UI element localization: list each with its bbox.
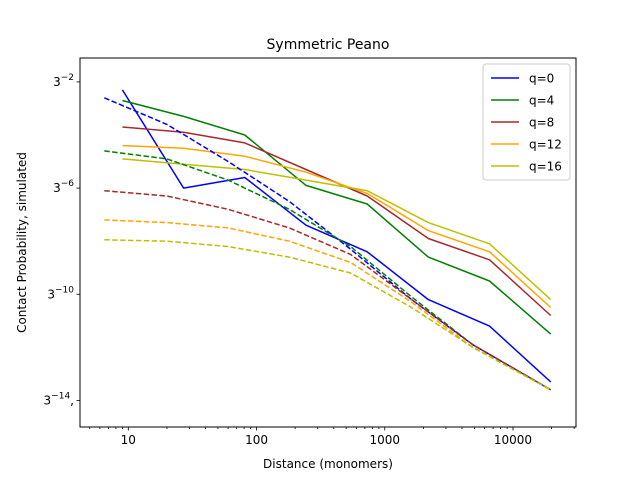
x-tick-label: 10000 bbox=[494, 433, 532, 447]
series-layer bbox=[104, 89, 552, 391]
series-line-4 bbox=[122, 158, 552, 301]
plot-frame bbox=[79, 57, 577, 428]
y-tick-label: 3−10 bbox=[47, 285, 74, 301]
legend-label: q=4 bbox=[529, 94, 554, 108]
x-tick-label: 100 bbox=[245, 433, 268, 447]
series-line-1 bbox=[122, 99, 552, 335]
x-tick-label: 1000 bbox=[369, 433, 400, 447]
x-axis-label: Distance (monomers) bbox=[263, 457, 393, 471]
y-tick-label: 3−14, bbox=[44, 391, 74, 407]
series-line-dashed-7 bbox=[104, 189, 552, 391]
y-tick-label: 3−6 bbox=[53, 179, 74, 195]
series-line-dashed-9 bbox=[104, 239, 552, 391]
series-line-dashed-5 bbox=[104, 97, 552, 391]
legend: q=0 q=4 q=8 q=12 q=16 bbox=[482, 63, 571, 181]
legend-label: q=8 bbox=[529, 116, 554, 130]
y-tick-label: 3−2 bbox=[53, 73, 74, 89]
chart-title: Symmetric Peano bbox=[267, 37, 390, 53]
x-tick-label: 10 bbox=[121, 433, 136, 447]
legend-label: q=12 bbox=[529, 138, 562, 152]
y-axis-label: Contact Probability, simulated bbox=[15, 152, 29, 333]
series-line-3 bbox=[122, 144, 552, 309]
legend-label: q=0 bbox=[529, 72, 554, 86]
axes-layer: 10 100 1000 10000 3−2 3−6 3−10 3−14, bbox=[44, 57, 577, 447]
legend-box bbox=[482, 63, 571, 181]
legend-label: q=16 bbox=[529, 160, 562, 174]
